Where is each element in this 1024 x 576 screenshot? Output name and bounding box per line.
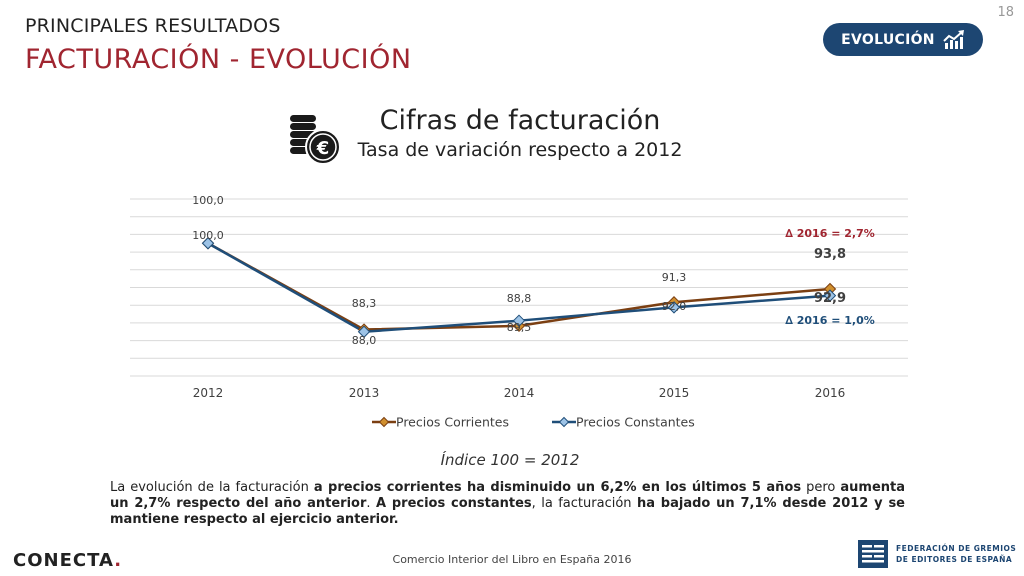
chart-subtitle: Tasa de variación respecto a 2012 (357, 139, 683, 161)
conecta-logo: CONECTA. (13, 550, 122, 571)
page-number: 18 (997, 5, 1014, 20)
legend-marker-1 (558, 416, 570, 428)
annotation-corrientes: ∆ 2016 = 2,7% (785, 227, 875, 240)
federation-logo: FEDERACIÓN DE GREMIOS DE EDITORES DE ESP… (858, 540, 1016, 568)
summary-part: La evolución de la facturación (110, 480, 314, 495)
data-label: 88,0 (352, 334, 377, 347)
data-point-marker (512, 314, 526, 327)
legend-label-0: Precios Corrientes (396, 415, 509, 430)
summary-part: , la facturación (531, 496, 637, 511)
data-label-2016-corrientes: 93,8 (814, 247, 846, 262)
data-label: 88,8 (507, 292, 532, 305)
grid-lines (130, 198, 908, 377)
summary-part: . (366, 496, 376, 511)
federation-line-2: DE EDITORES DE ESPAÑA (896, 555, 1013, 564)
data-label: 89,5 (507, 321, 532, 334)
summary-bold: ha bajado un 7,1% desde 2012 y se mantie… (110, 496, 905, 527)
evolution-badge: EVOLUCIÓN (823, 23, 983, 56)
x-tick-label: 2014 (504, 386, 535, 400)
trend-up-chart-icon (943, 29, 964, 49)
x-tick-label: 2012 (193, 386, 224, 400)
slide-title: FACTURACIÓN - EVOLUCIÓN (25, 44, 412, 75)
data-label-2012: 100,0 (192, 229, 224, 242)
footer-text: Comercio Interior del Libro en España 20… (392, 553, 632, 566)
x-axis-labels: 2012 2013 2014 2015 2016 (193, 386, 846, 400)
series-markers (201, 237, 837, 338)
summary-bold: A precios constantes (375, 496, 532, 511)
conecta-logo-text: CONECTA (13, 550, 115, 571)
x-tick-label: 2013 (349, 386, 380, 400)
data-point-marker (823, 289, 837, 302)
x-tick-label: 2016 (815, 386, 846, 400)
data-point-marker (667, 301, 681, 314)
data-labels: 100,0 100,0 88,3 88,0 88,8 89,5 91,3 92,0 93,8 92… (192, 194, 875, 347)
legend-marker-0 (378, 416, 390, 428)
index-note: Índice 100 = 2012 (440, 451, 580, 469)
federation-emblem-icon (858, 540, 888, 568)
summary-bold: a precios corrientes ha disminuido un 6,… (313, 480, 802, 495)
data-label: 91,3 (662, 271, 687, 284)
badge-label: EVOLUCIÓN (841, 31, 935, 48)
legend: Precios Corrientes Precios Constantes (372, 415, 695, 430)
legend-label-1: Precios Constantes (576, 415, 695, 430)
data-point-marker (201, 237, 215, 250)
data-point-marker (357, 325, 371, 338)
annotation-constantes: ∆ 2016 = 1,0% (785, 314, 875, 327)
federation-line-1: FEDERACIÓN DE GREMIOS (896, 544, 1017, 553)
data-label-2012-top: 100,0 (192, 194, 224, 207)
summary-text: La evolución de la facturación a precios… (110, 480, 905, 528)
data-label: 92,0 (662, 300, 687, 313)
section-label: PRINCIPALES RESULTADOS (25, 15, 281, 37)
coins-euro-icon: € (290, 115, 341, 165)
conecta-logo-dot: . (114, 550, 123, 571)
summary-part: pero (801, 480, 841, 495)
data-label-2016-constantes: 92,9 (814, 291, 846, 306)
summary-bold: aumenta un 2,7% respecto del año anterio… (110, 480, 906, 511)
svg-text:€: € (316, 138, 330, 159)
x-tick-label: 2015 (659, 386, 690, 400)
chart-title: Cifras de facturación (379, 105, 661, 136)
data-label: 88,3 (352, 297, 377, 310)
